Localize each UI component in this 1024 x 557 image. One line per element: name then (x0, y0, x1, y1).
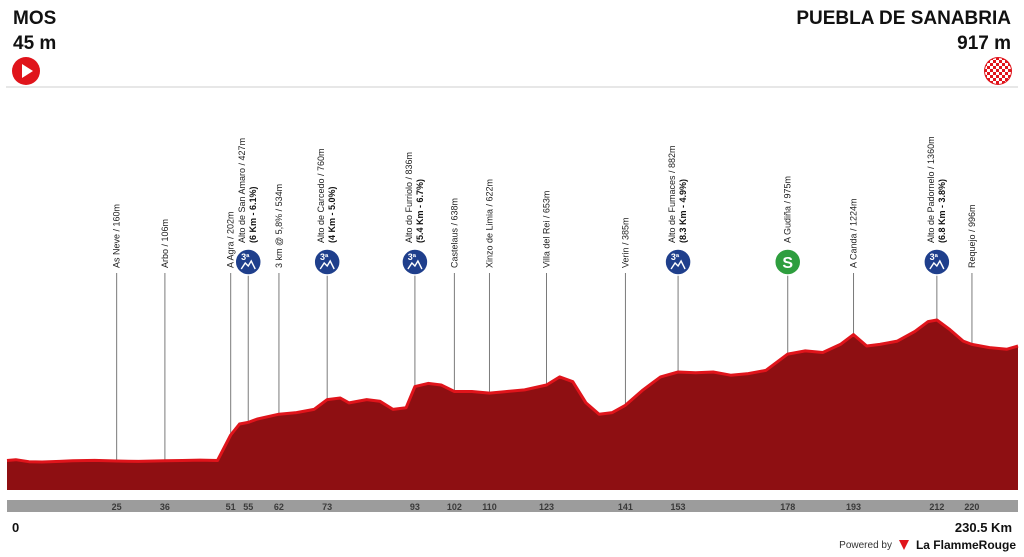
finish-flag-icon (984, 57, 1012, 85)
climb-category-text: 3ª (241, 252, 250, 262)
waypoint-label: Requejo / 996m (967, 204, 977, 268)
mountain-icon (240, 259, 256, 270)
km-tick-label: 102 (447, 502, 462, 512)
start-town-name: MOS (13, 8, 57, 29)
km-tick-label: 220 (964, 502, 979, 512)
km-tick-label: 25 (112, 502, 122, 512)
elevation-profile-area (7, 320, 1018, 490)
climb-category-text: 3ª (930, 252, 939, 262)
waypoint-label: As Neve / 160m (112, 204, 122, 268)
km-tick-label: 212 (929, 502, 944, 512)
waypoint-label-group: Castelaus / 638m (449, 198, 459, 268)
waypoint-lines-layer (6, 86, 1018, 462)
waypoint-label: Alto de Carcedo / 760m (316, 148, 326, 243)
finish-town-name: PUEBLA DE SANABRIA (796, 8, 1011, 29)
waypoint-label: Alto de Padornelo / 1360m (926, 136, 936, 243)
waypoint-label-group: Xinzo de Limia / 622m (484, 179, 494, 268)
waypoint-label: Alto do Furriolo / 836m (404, 152, 414, 243)
km-axis-bar (7, 500, 1018, 512)
profile-layer (6, 318, 1019, 490)
waypoint-label: A Gudiña / 975m (783, 176, 793, 243)
footer-credit: Powered by La FlammeRouge (839, 538, 1016, 552)
waypoint-label: Xinzo de Limia / 622m (484, 179, 494, 268)
climb-detail-label: (8.3 Km - 4.9%) (678, 179, 688, 243)
km-tick-label: 55 (243, 502, 253, 512)
waypoint-label: Villa del Rei / 653m (541, 191, 551, 268)
mountain-icon (319, 259, 335, 270)
km-tick-label: 110 (482, 502, 497, 512)
climb-category-text: 3ª (671, 252, 680, 262)
climb-detail-label: (6 Km - 6.1%) (248, 186, 258, 243)
powered-by-text: Powered by (839, 539, 892, 551)
elevation-profile-edge (6, 318, 1019, 464)
km-tick-label: 36 (160, 502, 170, 512)
waypoint-label-group: Alto de Carcedo / 760m (4 Km - 5.0%) (316, 148, 337, 243)
waypoint-label-group: A Canda / 1224m (849, 198, 859, 268)
km-axis-layer: 25 36 51 55 62 73 93 102 110 123 141 153 178 193 212 22… (7, 500, 1018, 512)
waypoint-label: A Agra / 202m (226, 211, 236, 268)
waypoint-label-group: Villa del Rei / 653m (541, 191, 551, 268)
km-start-label: 0 (12, 520, 20, 535)
km-tick-label: 51 (226, 502, 236, 512)
waypoint-label-group: As Neve / 160m (112, 204, 122, 268)
sprint-badge-icon (773, 248, 802, 276)
sprint-badge-text: S (782, 255, 793, 272)
km-tick-label: 153 (671, 502, 686, 512)
waypoint-label: 3 km @ 5,8% / 534m (274, 184, 284, 268)
waypoint-label-group: A Gudiña / 975m (783, 176, 793, 243)
km-tick-label: 141 (618, 502, 633, 512)
climb-category-text: 3ª (320, 252, 329, 262)
waypoint-labels-layer: As Neve / 160m Arbo / 106m A Agra / 202m Al… (112, 136, 977, 276)
waypoint-label-group: Verin / 385m (620, 217, 630, 268)
climb-detail-label: (6.8 Km - 3.8%) (937, 179, 947, 243)
waypoint-label-group: 3 km @ 5,8% / 534m (274, 184, 284, 268)
waypoint-label: A Canda / 1224m (849, 198, 859, 268)
km-tick-label: 178 (780, 502, 795, 512)
waypoint-label: Alto de San Amaro / 427m (237, 138, 247, 243)
waypoint-label-group: Alto do Furriolo / 836m (5.4 Km - 6.7%) (404, 152, 425, 243)
waypoint-label: Castelaus / 638m (449, 198, 459, 268)
flame-logo-icon (898, 540, 909, 550)
mountain-icon (929, 259, 945, 270)
climb-category-text: 3ª (408, 252, 417, 262)
waypoint-label-group: Requejo / 996m (967, 204, 977, 268)
waypoint-label-group: A Agra / 202m (226, 211, 236, 268)
km-end-label: 230.5 Km (954, 520, 1012, 535)
start-altitude: 45 m (13, 33, 57, 54)
waypoint-label-group: Arbo / 106m (160, 219, 170, 268)
waypoint-label: Arbo / 106m (160, 219, 170, 268)
km-tick-label: 193 (846, 502, 861, 512)
mountain-icon (670, 259, 686, 270)
km-tick-label: 93 (410, 502, 420, 512)
km-tick-label: 123 (539, 502, 554, 512)
climb-detail-label: (4 Km - 5.0%) (327, 186, 337, 243)
finish-altitude: 917 m (957, 33, 1011, 54)
waypoint-label-group: Alto de Padornelo / 1360m (6.8 Km - 3.8%) (926, 136, 947, 243)
waypoint-label-group: Alto de Fumaces / 882m (8.3 Km - 4.9%) (667, 145, 688, 243)
mountain-icon (407, 259, 423, 270)
waypoint-label: Verin / 385m (620, 217, 630, 268)
brand-name: La FlammeRouge (915, 538, 1016, 552)
climb-detail-label: (5.4 Km - 6.7%) (415, 179, 425, 243)
waypoint-label: Alto de Fumaces / 882m (667, 145, 677, 243)
waypoint-label-group: Alto de San Amaro / 427m (6 Km - 6.1%) (237, 138, 258, 243)
km-tick-label: 73 (322, 502, 332, 512)
start-play-icon (12, 57, 40, 85)
km-tick-label: 62 (274, 502, 284, 512)
